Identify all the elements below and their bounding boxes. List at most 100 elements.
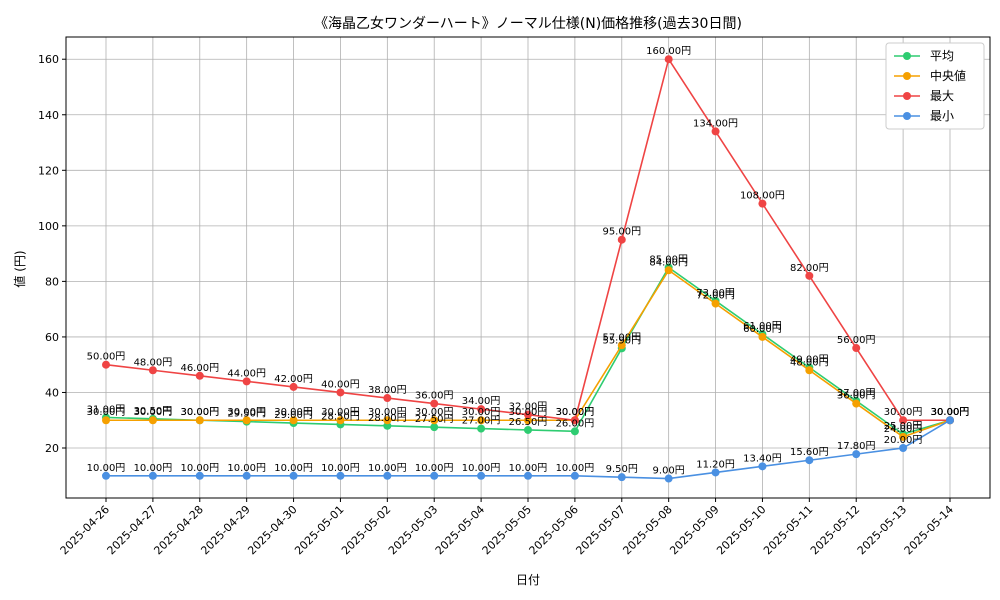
data-point (477, 405, 486, 414)
data-label: 30.00円 (227, 407, 266, 418)
data-label: 24.00円 (884, 424, 923, 435)
data-point (477, 424, 486, 433)
data-label: 36.00円 (415, 391, 454, 402)
y-tick-label: 40 (45, 386, 59, 399)
data-label-layer: 31.00円 30.50円 30.00円 29.50円 29.00円 28.50円 28.0… (87, 46, 970, 476)
data-point (524, 410, 532, 419)
data-label: 10.00円 (134, 463, 173, 474)
legend-marker (903, 92, 911, 100)
data-point (899, 432, 908, 441)
data-point (477, 416, 486, 425)
data-point (570, 471, 579, 480)
data-point (570, 416, 579, 425)
data-label: 9.00円 (653, 466, 685, 477)
data-point (430, 399, 439, 408)
x-tick-label: 2025-05-02 (339, 503, 393, 557)
data-point (430, 416, 439, 425)
data-label: 30.00円 (509, 407, 548, 418)
data-point (664, 474, 673, 483)
data-label: 36.00円 (837, 391, 876, 402)
data-point (711, 299, 720, 308)
data-label: 26.50円 (509, 417, 548, 428)
data-label: 13.40円 (743, 453, 782, 464)
x-tick-label: 2025-05-11 (761, 503, 815, 557)
data-label: 38.00円 (368, 385, 407, 396)
data-label: 15.60円 (790, 447, 829, 458)
x-tick-label: 2025-05-06 (527, 503, 581, 557)
data-label: 10.00円 (462, 463, 501, 474)
x-axis-label: 日付 (516, 573, 540, 587)
data-point (195, 371, 204, 380)
data-label: 10.00円 (87, 463, 126, 474)
x-tick-label: 2025-05-07 (573, 503, 627, 557)
data-label: 84.00円 (649, 257, 688, 268)
data-point (102, 416, 110, 425)
y-tick-label: 60 (45, 331, 59, 344)
data-label: 30.00円 (556, 407, 595, 418)
data-point (383, 416, 392, 425)
data-label: 30.00円 (931, 407, 970, 418)
data-label: 57.00円 (602, 332, 641, 343)
data-point (242, 471, 251, 480)
x-tick-label: 2025-04-27 (105, 503, 159, 557)
data-label: 134.00円 (693, 118, 738, 129)
data-label: 44.00円 (227, 368, 266, 379)
data-label: 10.00円 (227, 463, 266, 474)
x-tick-label: 2025-05-12 (808, 503, 862, 557)
y-tick-label: 20 (45, 442, 59, 455)
legend-label: 平均 (930, 49, 954, 63)
data-label: 29.50円 (227, 409, 266, 420)
data-label: 160.00円 (646, 46, 691, 57)
data-label: 28.00円 (368, 413, 407, 424)
data-label: 10.00円 (509, 463, 548, 474)
data-label: 29.00円 (274, 410, 313, 421)
data-point (711, 468, 720, 477)
data-point (289, 471, 298, 480)
x-tick-label: 2025-05-10 (714, 503, 768, 557)
data-point (336, 416, 345, 425)
x-tick-label: 2025-05-03 (386, 503, 440, 557)
data-label: 108.00円 (740, 191, 785, 202)
data-label: 30.00円 (180, 407, 219, 418)
data-label: 49.00円 (790, 354, 829, 365)
x-tick-label: 2025-05-09 (667, 503, 721, 557)
data-label: 30.50円 (134, 406, 173, 417)
data-label: 25.00円 (884, 421, 923, 432)
data-label: 17.80円 (837, 441, 876, 452)
y-tick-label: 120 (38, 164, 59, 177)
data-label: 48.00円 (134, 357, 173, 368)
data-point (852, 450, 861, 459)
data-point (617, 341, 626, 350)
data-point (383, 421, 392, 430)
data-label: 30.00円 (556, 407, 595, 418)
data-label: 30.00円 (884, 407, 923, 418)
data-point (758, 199, 767, 208)
data-point (524, 471, 532, 480)
data-label: 73.00円 (696, 288, 735, 299)
data-label: 30.00円 (931, 407, 970, 418)
data-point (430, 423, 439, 432)
y-tick-label: 100 (38, 220, 59, 233)
data-point (805, 366, 814, 375)
data-point (805, 456, 814, 465)
data-point (852, 344, 861, 353)
x-tick-label: 2025-04-28 (151, 503, 205, 557)
data-point (383, 394, 392, 403)
data-label: 10.00円 (321, 463, 360, 474)
x-tick-label: 2025-05-01 (292, 503, 346, 557)
data-point (524, 425, 532, 434)
data-point (148, 471, 157, 480)
data-label: 30.00円 (134, 407, 173, 418)
data-label: 55.90円 (602, 335, 641, 346)
data-label: 11.20円 (696, 459, 735, 470)
x-tick-label: 2025-04-26 (58, 503, 112, 557)
legend-marker (903, 112, 911, 120)
data-point (195, 416, 204, 425)
data-label: 10.00円 (368, 463, 407, 474)
data-point (289, 416, 298, 425)
legend-box (885, 42, 985, 130)
data-label: 10.00円 (415, 463, 454, 474)
data-label: 72.00円 (696, 291, 735, 302)
data-label: 85.00円 (649, 255, 688, 266)
